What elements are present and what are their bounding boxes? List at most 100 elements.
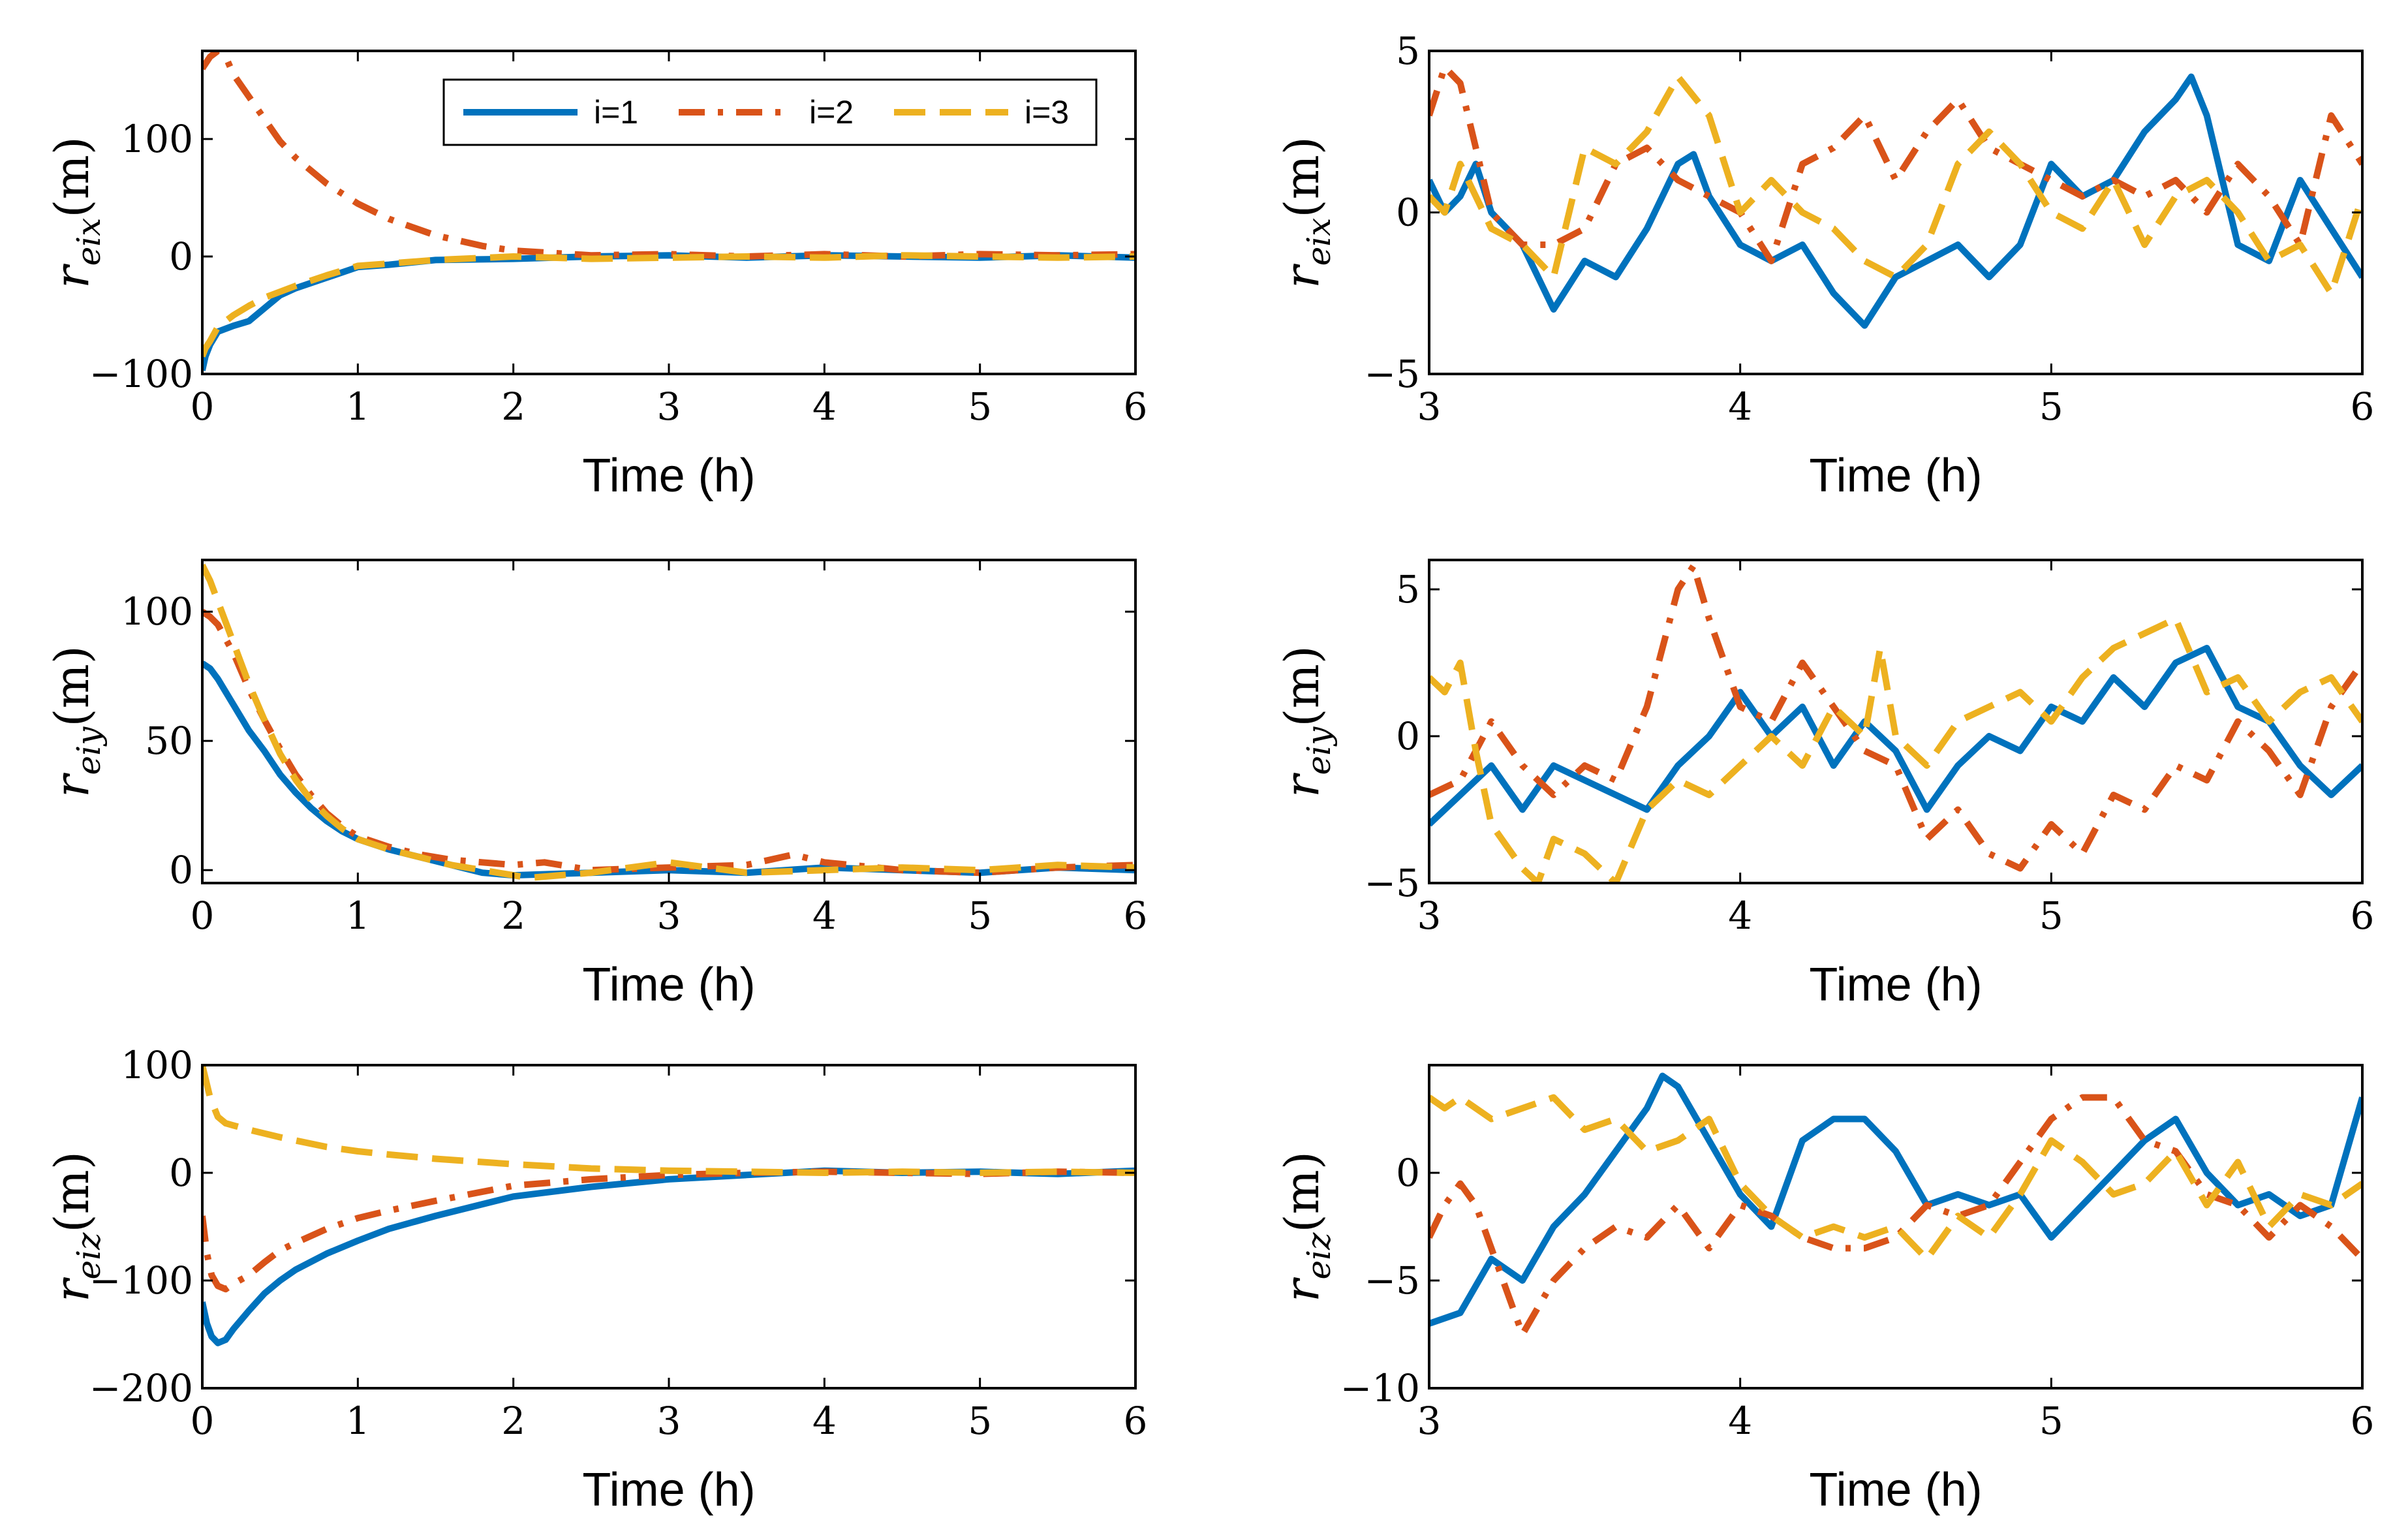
y-tick-label: 100	[121, 1043, 193, 1087]
series-group	[202, 51, 1135, 371]
x-tick-label: 4	[812, 384, 837, 429]
x-axis-label: Time (h)	[1809, 959, 1982, 1011]
x-tick-label: 3	[1417, 1399, 1442, 1443]
x-axis-label: Time (h)	[582, 1464, 755, 1516]
x-tick-label: 1	[346, 893, 370, 938]
x-tick-label: 5	[2039, 893, 2063, 938]
y-tick-label: 0	[1396, 191, 1420, 235]
y-axis-label-unit: (m)	[44, 645, 99, 726]
x-tick-label: 2	[501, 893, 525, 938]
y-axis-label-unit: (m)	[44, 136, 99, 217]
legend-label-i3: i=3	[1025, 94, 1069, 131]
x-tick-label: 5	[968, 893, 992, 938]
series-group	[1429, 63, 2362, 329]
series-group	[1429, 1072, 2362, 1338]
series-line-i1	[1429, 1072, 2362, 1327]
y-axis-label-sub: eiy	[70, 726, 108, 775]
x-axis-label: Time (h)	[582, 959, 755, 1011]
y-tick-label: −10	[1340, 1366, 1420, 1410]
y-axis-label-base: r	[44, 773, 99, 798]
y-tick-label: 0	[169, 848, 193, 892]
x-tick-label: 6	[2351, 1399, 2375, 1443]
x-tick-label: 6	[2351, 384, 2375, 429]
series-line-i3	[202, 252, 1135, 358]
x-tick-label: 2	[501, 384, 525, 429]
x-tick-label: 6	[1124, 893, 1148, 938]
x-tick-label: 5	[2039, 384, 2063, 429]
y-axis-label-base: r	[44, 264, 99, 288]
x-tick-label: 3	[657, 893, 681, 938]
chart-p3: 0 1 2 3 4 5 6 0 50 100 Time (h) reiy(m)	[44, 559, 1148, 1011]
x-tick-label: 6	[1124, 1399, 1148, 1443]
y-tick-label: 100	[121, 589, 193, 634]
x-tick-label: 4	[812, 1399, 837, 1443]
series-line-i3	[1429, 73, 2362, 297]
x-tick-label: 3	[657, 1399, 681, 1443]
x-axis-label: Time (h)	[582, 450, 755, 502]
y-tick-label: −5	[1365, 1258, 1421, 1303]
y-axis-label: reix(m)	[44, 136, 108, 288]
series-line-i1	[202, 660, 1135, 879]
y-axis-label-base: r	[1274, 1277, 1329, 1302]
x-tick-label: 1	[346, 1399, 370, 1443]
chart-p5: 0 1 2 3 4 5 6 −200 −100 0 100 Time (h) reiz(m)	[44, 1043, 1147, 1516]
y-tick-label: 50	[145, 719, 193, 763]
x-axis-label: Time (h)	[1809, 1464, 1982, 1516]
series-line-i3	[1429, 615, 2362, 883]
y-axis-label: reiy(m)	[44, 645, 108, 798]
x-tick-label: 5	[2039, 1399, 2063, 1443]
chart-p6: 3 4 5 6 −10 −5 0 Time (h) reiz(m)	[1274, 1064, 2375, 1516]
y-tick-label: −100	[89, 1258, 193, 1303]
y-axis-label-unit: (m)	[1274, 645, 1329, 726]
series-line-i2	[1429, 1094, 2362, 1338]
series-line-i2	[1429, 563, 2362, 872]
y-tick-label: 0	[1396, 714, 1420, 758]
axes-box	[1428, 559, 2364, 884]
x-tick-label: 4	[812, 893, 837, 938]
y-axis-label: reix(m)	[1274, 136, 1338, 288]
series-group	[202, 1065, 1135, 1346]
x-tick-label: 5	[968, 384, 992, 429]
x-tick-label: 0	[191, 1399, 215, 1443]
y-tick-label: 100	[121, 117, 193, 161]
series-group	[1429, 563, 2362, 883]
x-tick-label: 4	[1728, 1399, 1752, 1443]
x-tick-label: 3	[1417, 384, 1442, 429]
y-axis-label-base: r	[1274, 773, 1329, 798]
y-axis-label-base: r	[44, 1277, 99, 1302]
x-tick-label: 4	[1728, 384, 1752, 429]
series-line-i2	[202, 51, 1135, 260]
y-axis-label-base: r	[1274, 264, 1329, 288]
y-tick-label: 0	[1396, 1151, 1420, 1195]
legend-label-i1: i=1	[594, 94, 638, 131]
y-axis-label: reiz(m)	[1274, 1151, 1338, 1302]
y-axis-label-unit: (m)	[44, 1151, 99, 1232]
series-line-i1	[202, 252, 1135, 371]
series-line-i3	[1429, 1094, 2362, 1262]
y-tick-label: 5	[1396, 567, 1420, 612]
x-tick-label: 3	[1417, 893, 1442, 938]
y-axis-label-sub: eix	[70, 218, 108, 266]
x-tick-label: 1	[346, 384, 370, 429]
y-tick-label: 0	[169, 234, 193, 279]
y-tick-label: −5	[1365, 861, 1421, 905]
y-axis-label: reiz(m)	[44, 1151, 108, 1302]
y-axis-label-sub: eiy	[1300, 726, 1338, 775]
axes-box	[1428, 1064, 2364, 1390]
y-tick-label: −5	[1365, 352, 1421, 396]
y-axis-label-sub: eiz	[1300, 1232, 1338, 1280]
series-line-i1	[202, 1167, 1135, 1346]
series-line-i3	[202, 563, 1135, 882]
series-line-i1	[1429, 73, 2362, 329]
y-axis-label-sub: eix	[1300, 218, 1338, 266]
y-tick-label: −100	[89, 352, 193, 396]
x-tick-label: 5	[968, 1399, 992, 1443]
chart-p4: 3 4 5 6 −5 0 5 Time (h) reiy(m)	[1274, 559, 2375, 1011]
x-tick-label: 0	[191, 384, 215, 429]
y-axis-label-sub: eiz	[70, 1232, 108, 1280]
series-line-i3	[202, 1065, 1135, 1176]
series-line-i1	[1429, 645, 2362, 827]
x-tick-label: 6	[2351, 893, 2375, 938]
